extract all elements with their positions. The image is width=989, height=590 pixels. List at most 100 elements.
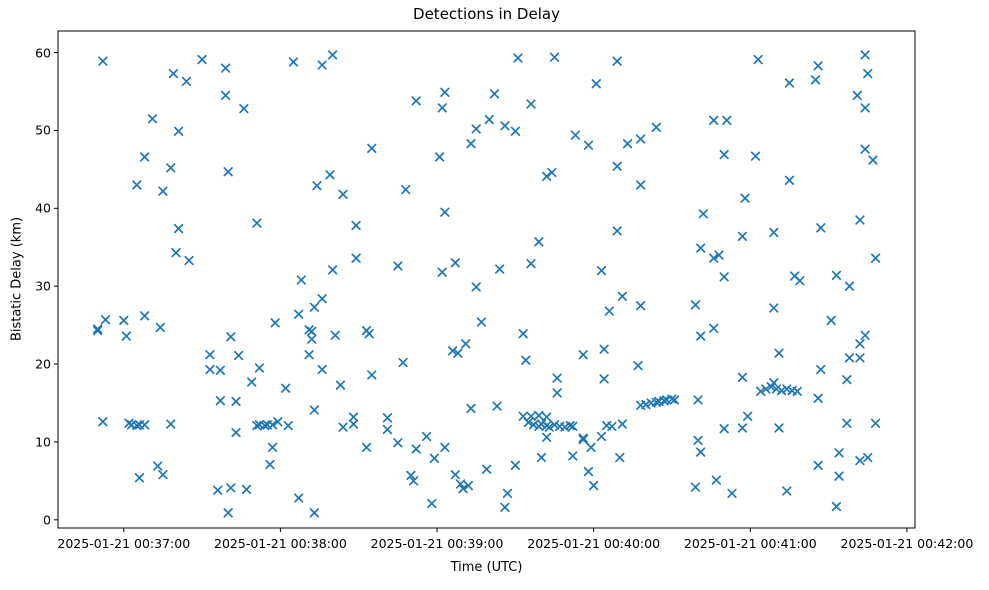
data-point-marker (831, 270, 842, 280)
data-point-marker (612, 226, 622, 236)
data-point-marker (615, 452, 625, 463)
data-point-marker (855, 215, 865, 225)
data-point-marker (267, 420, 278, 430)
data-point-marker (596, 265, 607, 276)
data-point-marker (252, 218, 262, 228)
data-point-marker (771, 384, 782, 394)
data-point-marker (599, 344, 609, 354)
data-point-marker (810, 75, 821, 85)
data-point-marker (93, 324, 103, 334)
data-point-marker (458, 484, 468, 494)
data-point-marker (542, 171, 552, 182)
data-point-marker (273, 417, 283, 427)
data-point-marker (429, 453, 440, 463)
y-tick-label: 40 (35, 200, 51, 216)
data-point-marker (307, 334, 317, 344)
data-point-marker (774, 348, 784, 358)
data-point-marker (401, 184, 411, 195)
data-point-marker (338, 189, 348, 199)
data-point-marker (617, 419, 628, 429)
data-point-marker (583, 466, 594, 477)
data-point-marker (782, 486, 792, 496)
data-point-marker (437, 267, 447, 277)
data-point-marker (816, 364, 826, 375)
data-point-marker (549, 420, 560, 430)
data-point-marker (568, 421, 578, 432)
data-point-marker (100, 315, 111, 325)
data-point-marker (254, 363, 265, 373)
data-point-marker (427, 498, 437, 509)
data-point-marker (523, 417, 534, 428)
data-point-marker (382, 424, 393, 435)
data-point-marker (215, 365, 226, 375)
data-point-marker (309, 508, 319, 518)
x-tick-label: 2025-01-21 00:40:00 (527, 536, 661, 551)
data-point-marker (766, 382, 776, 392)
data-point-marker (607, 421, 617, 432)
data-point-marker (612, 161, 622, 171)
data-point-marker (776, 385, 787, 396)
data-point-marker (132, 420, 142, 431)
data-point-marker (476, 317, 487, 327)
data-point-marker (560, 422, 570, 432)
x-tick-label: 2025-01-21 00:39:00 (370, 536, 504, 551)
data-point-marker (411, 96, 421, 106)
data-point-marker (578, 433, 588, 443)
data-point-marker (304, 350, 314, 360)
data-point-marker (761, 384, 771, 394)
x-tick-label: 2025-01-21 00:42:00 (840, 536, 974, 551)
data-point-marker (834, 471, 844, 481)
data-point-marker (173, 223, 184, 234)
data-point-marker (813, 61, 823, 71)
data-point-marker (792, 386, 802, 396)
data-point-marker (495, 264, 505, 274)
x-tick-label: 2025-01-21 00:41:00 (683, 536, 817, 551)
data-point-marker (756, 386, 766, 396)
data-point-marker (471, 124, 481, 134)
data-point-marker (693, 395, 703, 405)
data-point-marker (844, 353, 855, 363)
data-point-marker (589, 480, 599, 491)
data-point-marker (568, 451, 578, 461)
data-point-marker (599, 374, 609, 384)
x-tick-label: 2025-01-21 00:38:00 (214, 536, 347, 551)
data-point-marker (690, 300, 701, 310)
data-point-marker (651, 122, 661, 132)
data-point-marker (93, 325, 103, 336)
data-point-marker (408, 476, 419, 486)
data-point-marker (260, 420, 270, 431)
data-point-marker (852, 90, 862, 101)
data-point-marker (171, 248, 181, 258)
data-point-marker (659, 396, 669, 406)
data-point-marker (534, 237, 544, 247)
data-point-marker (481, 464, 492, 474)
data-point-marker (635, 134, 646, 144)
data-point-marker (769, 378, 779, 388)
data-point-marker (134, 473, 145, 483)
data-point-marker (296, 275, 306, 285)
plot-frame (57, 30, 916, 529)
data-point-marker (226, 483, 236, 493)
data-point-marker (669, 395, 680, 405)
data-point-marker (121, 331, 132, 341)
data-point-marker (534, 410, 544, 421)
data-point-marker (338, 422, 348, 432)
data-point-marker (317, 60, 327, 70)
data-point-marker (294, 493, 304, 503)
data-point-marker (220, 90, 231, 101)
data-point-marker (484, 114, 494, 125)
data-point-marker (153, 461, 163, 471)
data-point-marker (612, 56, 622, 66)
data-point-marker (502, 488, 513, 498)
data-point-marker (870, 253, 881, 263)
data-point-marker (351, 253, 361, 263)
data-point-marker (542, 412, 552, 422)
data-point-marker (737, 423, 748, 433)
data-point-marker (860, 50, 870, 60)
data-point-marker (307, 326, 317, 337)
data-point-marker (526, 411, 536, 421)
data-point-marker (367, 370, 377, 380)
data-point-marker (393, 261, 403, 271)
data-point-marker (158, 470, 168, 480)
